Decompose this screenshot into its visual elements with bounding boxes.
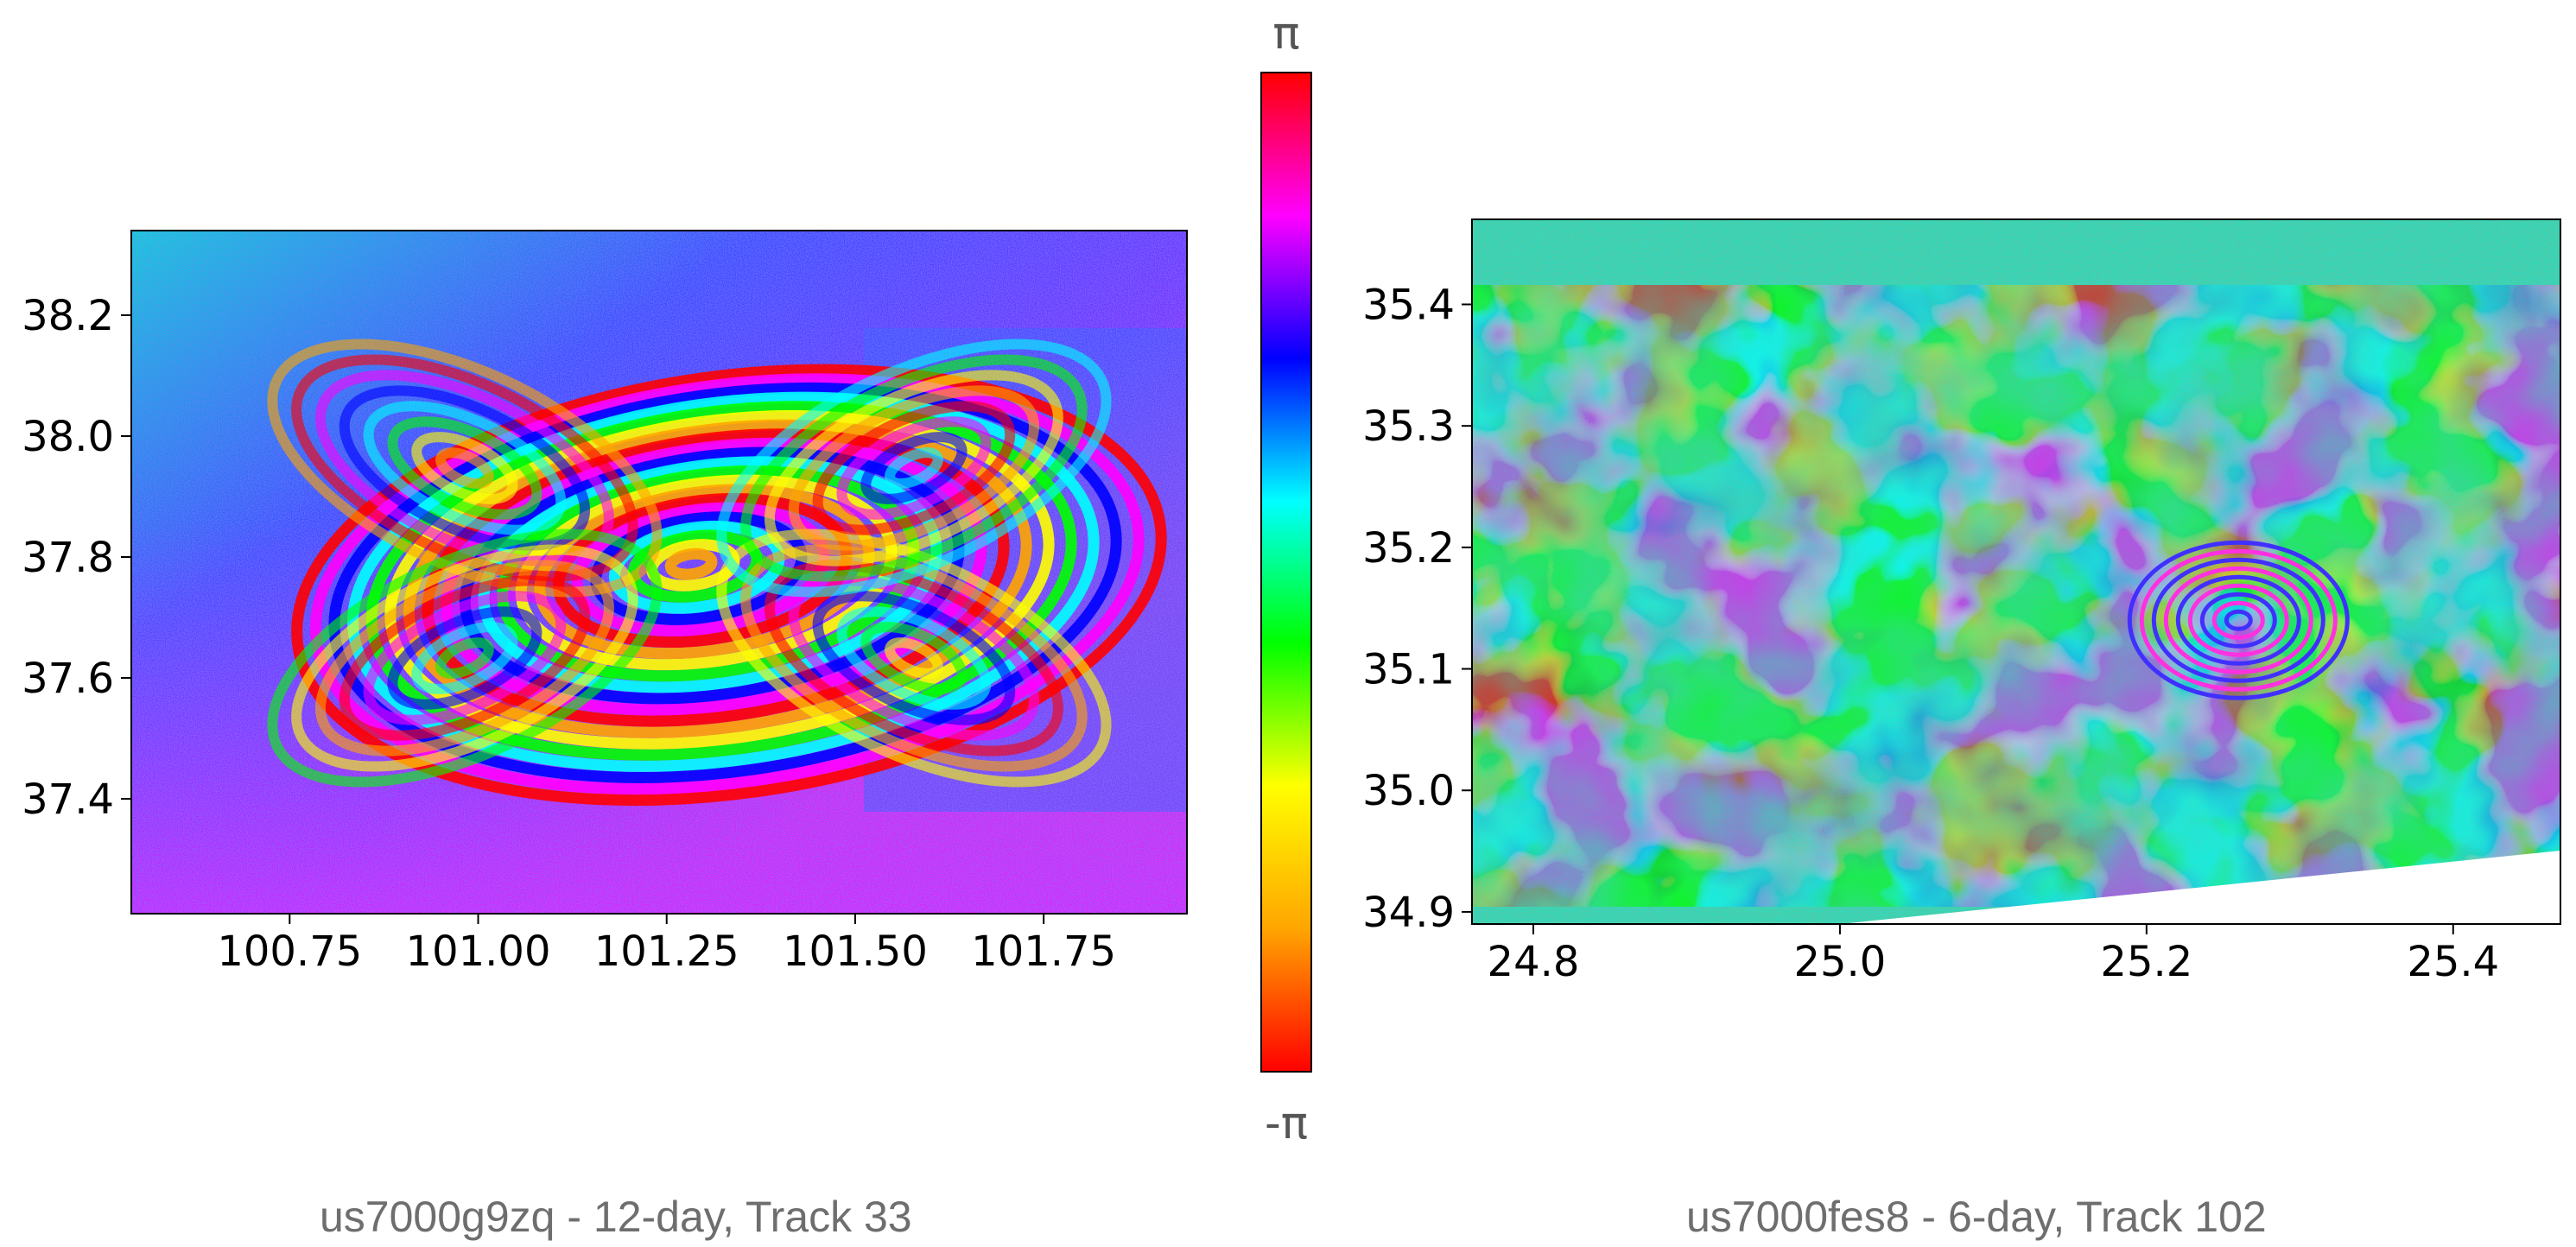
fringe-lobe — [411, 622, 518, 694]
fringe-ring — [2139, 548, 2338, 692]
fringe-lobe — [363, 591, 567, 725]
fringe-lobe — [836, 416, 992, 520]
fringe-lobe — [411, 432, 518, 504]
fringe-lobe — [339, 385, 591, 551]
fringe-ring — [291, 364, 1167, 807]
y-tick-label: 38.0 — [22, 413, 114, 461]
fringe-ring — [2199, 592, 2277, 649]
fringe-lobe — [860, 622, 968, 694]
no-data-wedge — [1840, 851, 2560, 924]
fringe-lobe — [788, 575, 1040, 741]
x-tick-label: 25.2 — [2100, 938, 2192, 986]
fringe-ring — [2151, 557, 2325, 683]
caption-right: us7000fes8 - 6-day, Track 102 — [1686, 1193, 2267, 1241]
fringe-lobe — [387, 416, 542, 520]
y-tick-label: 35.3 — [1362, 402, 1455, 451]
interferogram-right-panel: 24.8 25.0 25.2 25.4 34.9 35.0 35.1 35.2 35.3 35.4 — [1362, 218, 2561, 986]
fringe-lobe — [291, 544, 638, 772]
fringe-lobe — [267, 339, 663, 598]
fringe-lobe — [740, 354, 1088, 582]
y-tick-label: 37.6 — [22, 655, 114, 703]
fringe-lobe — [885, 637, 943, 679]
axes-frame-left — [130, 230, 1188, 915]
fringe-lobe — [812, 401, 1016, 535]
x-tick-label: 25.0 — [1793, 938, 1886, 986]
fringe-lobe — [764, 370, 1063, 567]
fringe-lobe — [363, 401, 567, 535]
fringe-lobe — [716, 529, 1112, 788]
x-tick-label: 101.25 — [594, 927, 739, 976]
colorbar: π -π — [1260, 8, 1312, 1149]
y-tick-label: 35.4 — [1362, 281, 1455, 329]
y-tick-label: 37.8 — [22, 534, 114, 582]
colorbar-bottom-label: -π — [1265, 1098, 1308, 1149]
y-tick-label: 35.2 — [1362, 524, 1455, 573]
fringe-lobe — [716, 339, 1112, 598]
fringe-lobe — [339, 575, 591, 741]
fringe-lobe — [836, 606, 992, 710]
fringe-lobe — [812, 591, 1016, 725]
x-tick-label: 100.75 — [217, 927, 362, 976]
fringe-ring — [2163, 566, 2313, 674]
y-tick-label: 38.2 — [22, 292, 114, 340]
colorbar-top-label: π — [1272, 8, 1299, 60]
x-tick-label: 101.00 — [406, 927, 551, 976]
x-tick-label: 101.75 — [971, 927, 1116, 976]
interferogram-left-image — [131, 231, 1187, 914]
y-tick-label: 35.1 — [1362, 646, 1455, 694]
fringe-ring — [664, 548, 718, 580]
fringe-ring — [2127, 540, 2350, 700]
fringe-ring — [2175, 574, 2301, 666]
fringe-lobe — [387, 606, 542, 710]
x-tick-label: 25.4 — [2407, 938, 2499, 986]
fringe-lobe — [435, 447, 494, 489]
fringe-lobe — [435, 637, 494, 679]
fringe-lobe — [314, 560, 614, 756]
fringe-ring — [2211, 600, 2265, 640]
y-tick-label: 34.9 — [1362, 889, 1455, 937]
interferogram-right-image — [1472, 219, 2560, 924]
x-tick-label: 24.8 — [1488, 938, 1580, 986]
fringe-lobe — [860, 432, 968, 504]
fringe-ring — [2187, 583, 2289, 657]
colorbar-ramp — [1260, 72, 1312, 1073]
fringe-lobe — [267, 529, 663, 788]
interferogram-left-panel: 100.75 101.00 101.25 101.50 101.75 37.4 37.6 37… — [22, 230, 1188, 976]
y-tick-label: 37.4 — [22, 775, 114, 824]
fringe-lobe — [788, 385, 1040, 551]
x-tick-label: 101.50 — [783, 927, 928, 976]
caption-left: us7000g9zq - 12-day, Track 33 — [320, 1193, 912, 1241]
axes-frame-right — [1471, 218, 2561, 925]
fringe-ring — [2224, 609, 2253, 631]
fringe-lobe — [885, 447, 943, 489]
y-tick-label: 35.0 — [1362, 767, 1455, 815]
